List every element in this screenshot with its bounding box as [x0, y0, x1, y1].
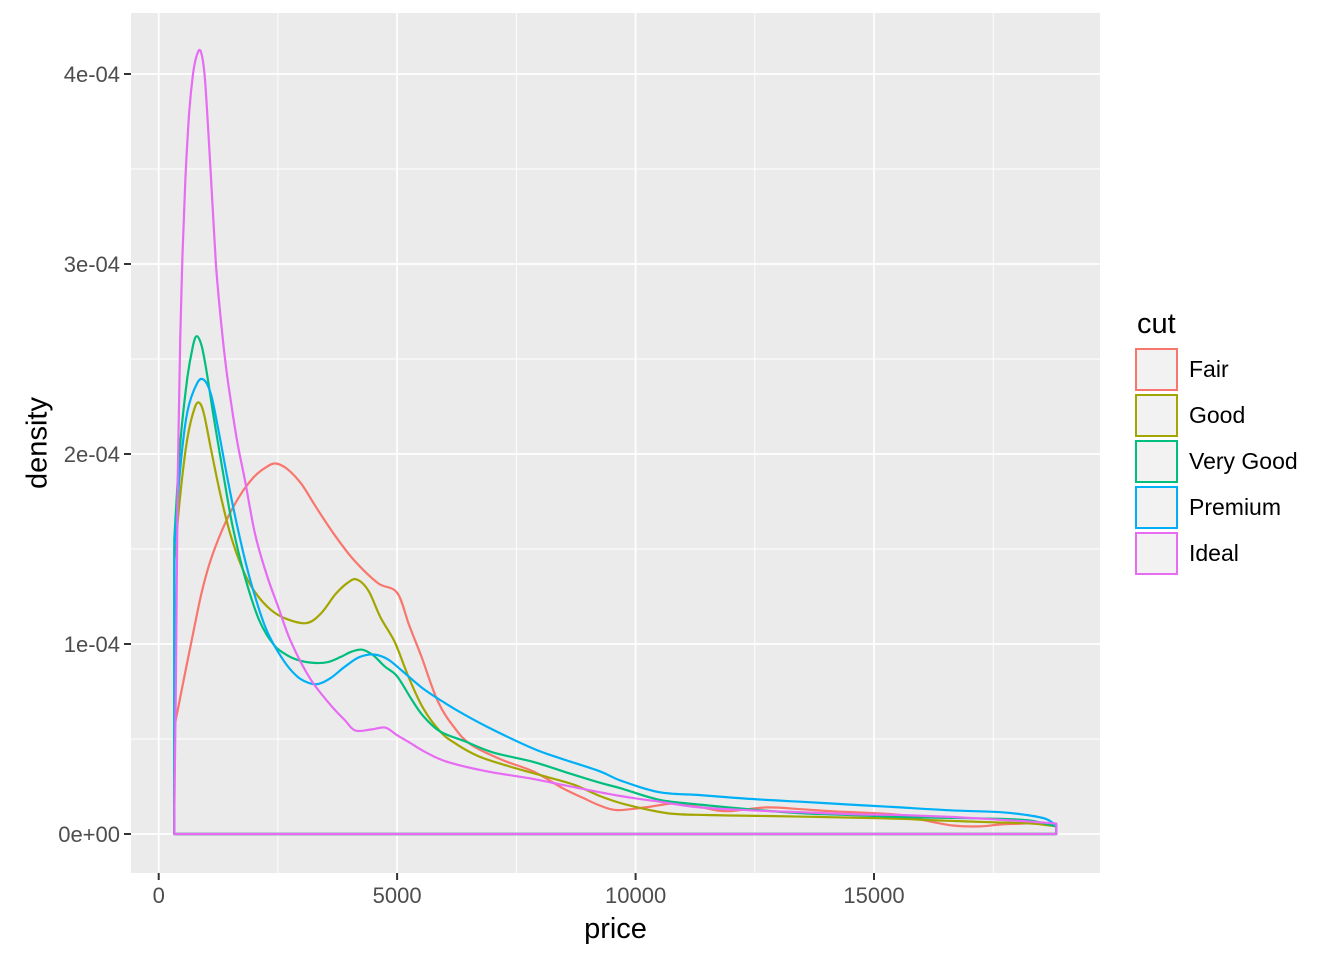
- legend-label: Very Good: [1189, 448, 1298, 474]
- legend-key-swatch: [1135, 394, 1178, 437]
- x-tick-label: 10000: [605, 883, 666, 908]
- legend-label: Fair: [1189, 356, 1229, 382]
- y-tick-label: 1e-04: [64, 632, 120, 657]
- density-curve-good: [173, 401, 1058, 836]
- x-tick-label: 15000: [843, 883, 904, 908]
- y-axis-title: density: [21, 397, 54, 489]
- density-curve-ideal: [173, 48, 1058, 836]
- legend-entry-fair: Fair: [1135, 348, 1298, 391]
- legend-title: cut: [1137, 308, 1176, 340]
- legend-entry-premium: Premium: [1135, 486, 1298, 529]
- legend: cut Fair Good Very Good Premium Ideal: [1135, 308, 1298, 578]
- legend-entries: Fair Good Very Good Premium Ideal: [1135, 348, 1298, 575]
- legend-label: Ideal: [1189, 540, 1239, 566]
- legend-label: Good: [1189, 402, 1246, 428]
- y-tick-label: 4e-04: [64, 62, 120, 87]
- y-tick-label: 0e+00: [58, 822, 120, 847]
- y-tick-label: 2e-04: [64, 442, 120, 467]
- legend-key-swatch: [1135, 440, 1178, 483]
- legend-entry-very-good: Very Good: [1135, 440, 1298, 483]
- legend-label: Premium: [1189, 494, 1282, 520]
- density-curve-premium: [173, 377, 1058, 836]
- legend-key-swatch: [1135, 532, 1178, 575]
- legend-entry-ideal: Ideal: [1135, 532, 1298, 575]
- x-tick-label: 5000: [373, 883, 422, 908]
- legend-key-swatch: [1135, 348, 1178, 391]
- plot-panel: [131, 13, 1100, 873]
- x-axis-title: price: [584, 913, 647, 945]
- legend-key-swatch: [1135, 486, 1178, 529]
- y-tick-label: 3e-04: [64, 252, 120, 277]
- legend-entry-good: Good: [1135, 394, 1298, 437]
- x-tick-label: 0: [153, 883, 165, 908]
